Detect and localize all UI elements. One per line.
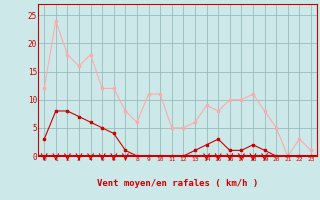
X-axis label: Vent moyen/en rafales ( km/h ): Vent moyen/en rafales ( km/h ) — [97, 179, 258, 188]
